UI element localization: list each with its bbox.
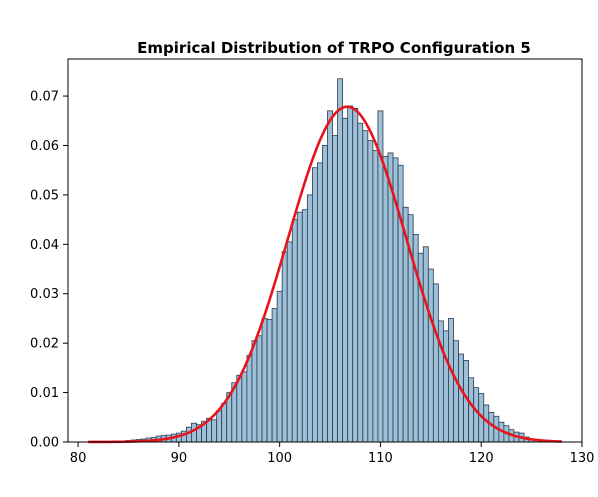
histogram-bar [276,290,283,443]
x-tick-label: 120 [469,451,494,466]
histogram-bar [453,340,459,443]
histogram-bar [266,319,273,443]
histogram-bar [311,167,318,443]
y-tick-label: 0.07 [30,90,59,105]
histogram-bar [337,78,344,443]
x-tick-label: 110 [368,451,393,466]
histogram-bar [473,387,480,443]
y-ticks-layer: 0.00 0.01 0.02 0.03 0.04 0.05 0.06 0.07 [30,90,68,451]
histogram-bar [372,150,379,443]
histogram-bar [422,246,429,443]
histogram-bar [357,122,364,443]
histogram-bar [261,318,268,443]
histogram-bar [468,377,475,443]
histogram-bar [367,140,374,443]
histogram-bar [332,135,338,443]
histogram-bar [241,371,248,443]
x-ticks-layer: 80 90 100 110 120 130 [70,442,595,466]
plot-frame [67,58,583,443]
y-tick-label: 0.05 [30,188,59,203]
histogram-bar [191,422,197,443]
histogram-bar [362,130,369,443]
x-tick-label: 80 [70,451,87,466]
histogram-bar [432,283,439,443]
histogram-bar [281,251,288,443]
histogram-bar [296,211,303,443]
histogram-bar [221,403,228,443]
histogram-bar [286,241,293,443]
histogram-bar [236,374,243,443]
histogram-bar [211,419,218,443]
histogram-bar [352,108,359,443]
histogram-bar [291,219,298,443]
x-tick-label: 90 [171,451,188,466]
y-tick-label: 0.04 [30,238,59,253]
y-tick-label: 0.00 [30,436,59,451]
y-tick-label: 0.01 [30,386,59,401]
histogram-bar [382,155,389,443]
histogram-bar [448,318,454,443]
histogram-bar [246,355,253,443]
y-tick-label: 0.03 [30,287,59,302]
histogram-bar [347,105,354,443]
histogram-bar [216,410,223,443]
histogram-bar [458,353,464,443]
histogram-bar [251,340,258,443]
histogram-bar [397,164,404,443]
histogram-bar [342,117,349,443]
bars-layer [115,78,535,443]
histogram-bar [271,308,278,443]
curve-layer [88,105,562,444]
histogram-bar [306,194,313,443]
y-tick-label: 0.02 [30,337,59,352]
histogram-bar [387,152,394,443]
x-tick-label: 100 [267,451,292,466]
histogram-bar [443,330,449,443]
axes-layer [67,58,583,443]
histogram-bar [427,268,434,443]
x-tick-label: 130 [570,451,595,466]
y-tick-label: 0.06 [30,139,59,154]
normal-fit-curve [88,105,562,444]
histogram-bar [256,335,263,443]
chart-title: Empirical Distribution of TRPO Configura… [137,39,531,57]
histogram-bar [317,162,323,443]
histogram-bar [327,110,333,443]
histogram-bar [322,145,328,443]
histogram-bar [301,209,308,443]
